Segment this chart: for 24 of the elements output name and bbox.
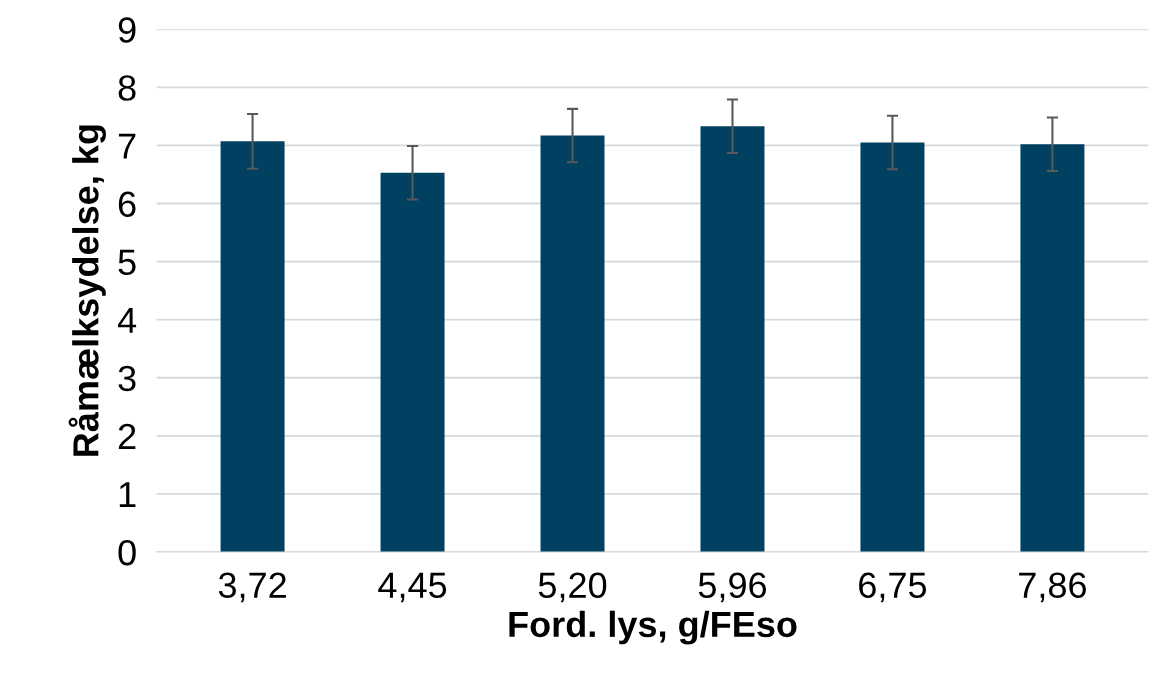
x-axis-title: Ford. lys, g/FEso xyxy=(509,610,797,645)
y-tick-label: 5 xyxy=(118,249,136,276)
x-tick-label: 7,86 xyxy=(1019,572,1086,603)
y-tick-label: 7 xyxy=(118,133,136,159)
x-tick-label: 5,20 xyxy=(538,572,607,603)
bar xyxy=(220,141,285,553)
bar xyxy=(380,172,445,553)
y-tick-label: 3 xyxy=(118,365,136,392)
x-tick-label: 5,96 xyxy=(698,572,767,603)
y-tick-label: 6 xyxy=(118,191,136,217)
bar xyxy=(700,126,765,553)
y-axis-title: Råmælksydelse, kg xyxy=(68,125,106,456)
bar xyxy=(540,135,605,553)
y-tick-label: 2 xyxy=(118,423,136,449)
bar xyxy=(860,142,925,553)
y-tick-label: 1 xyxy=(119,482,136,508)
x-tick-label: 6,75 xyxy=(859,572,927,603)
y-tick-label: 0 xyxy=(118,539,136,566)
y-tick-label: 8 xyxy=(118,75,136,101)
y-tick-label: 9 xyxy=(118,17,136,43)
x-tick-label: 4,45 xyxy=(378,572,447,603)
x-tick-label: 3,72 xyxy=(218,572,286,603)
y-tick-label: 4 xyxy=(117,307,137,333)
bar xyxy=(1020,144,1085,553)
